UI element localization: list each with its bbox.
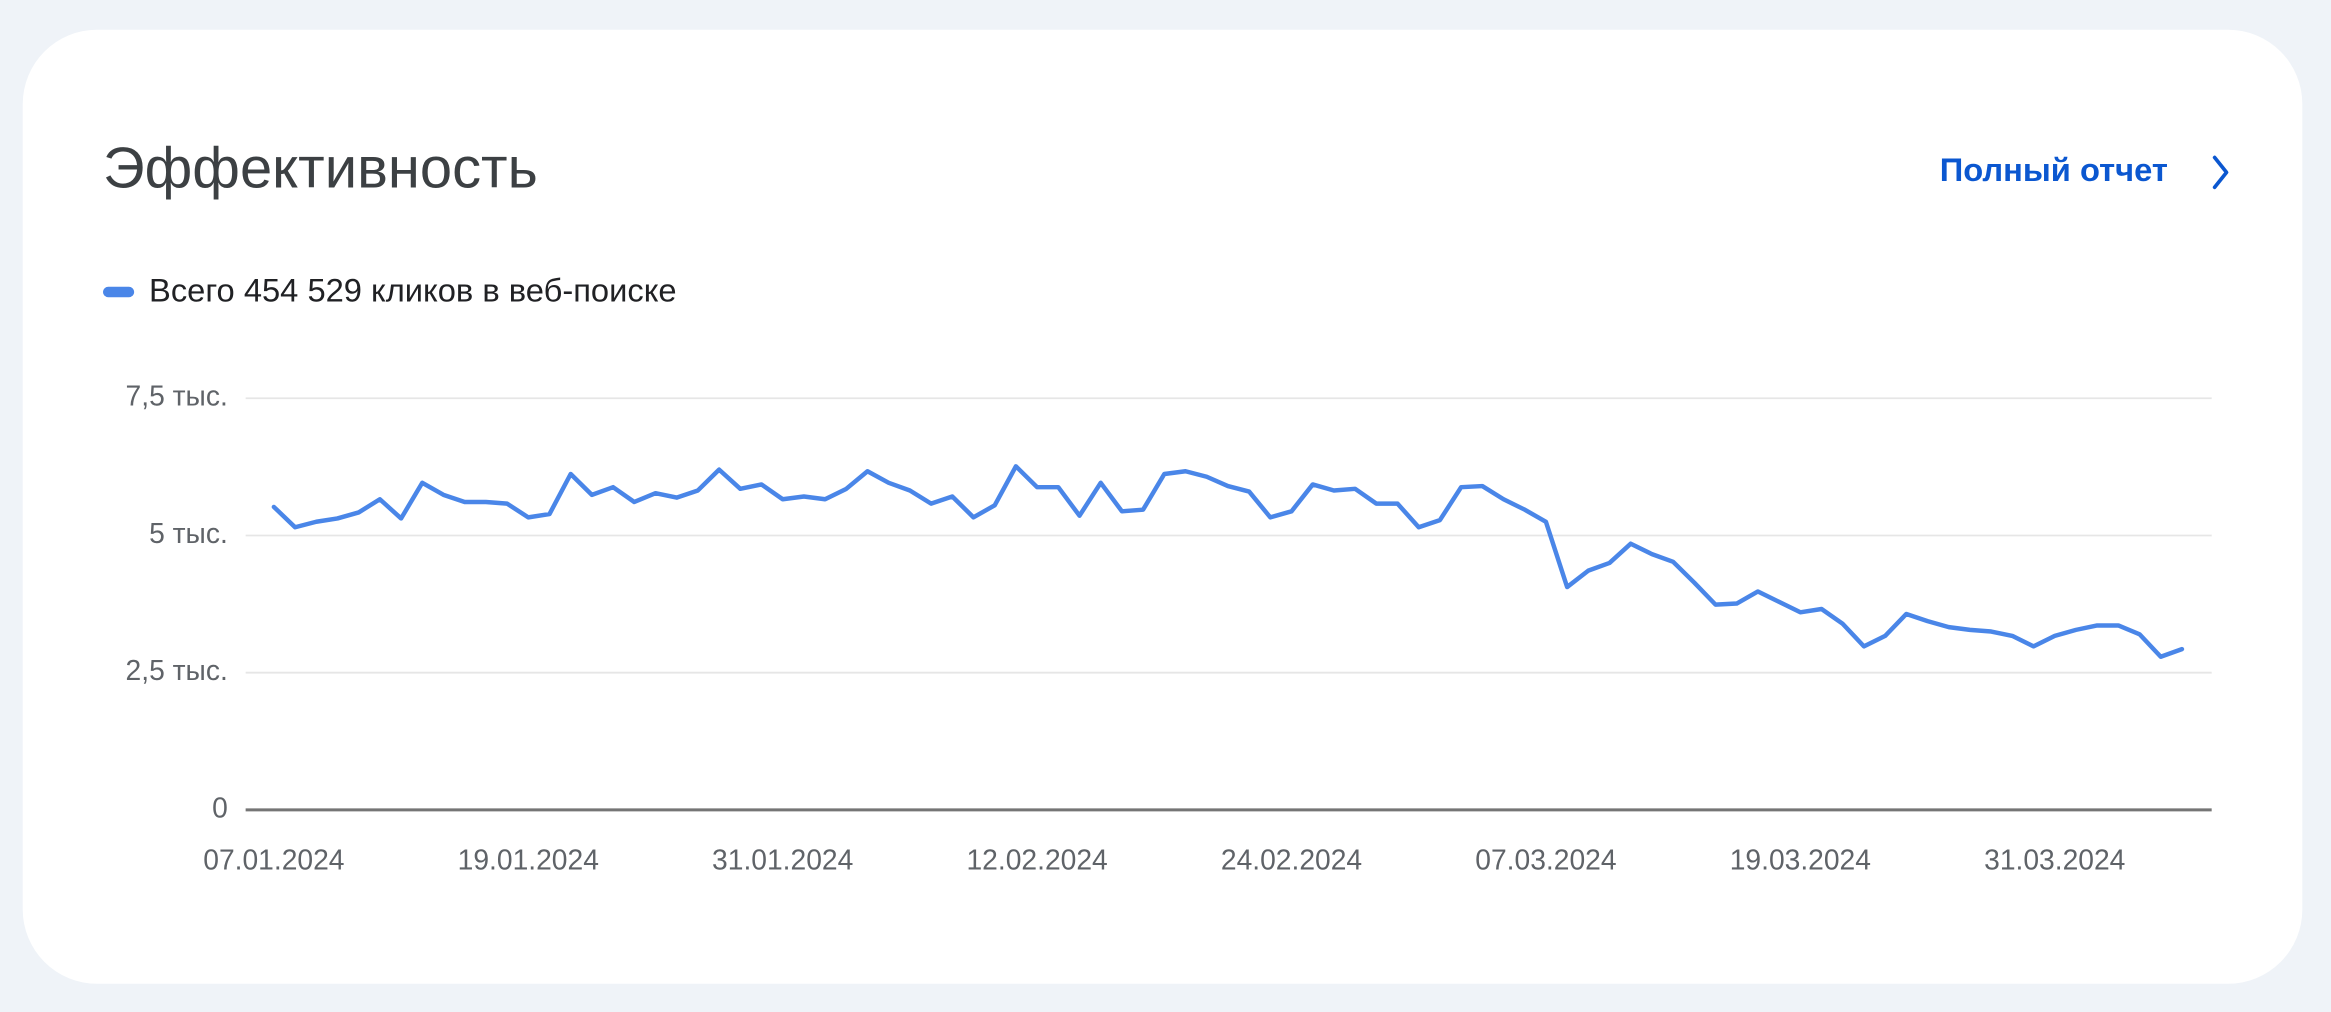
y-tick-label: 5 тыс. (149, 517, 228, 549)
x-tick-label: 24.02.2024 (1221, 843, 1362, 875)
x-tick-label: 31.01.2024 (712, 843, 853, 875)
legend-swatch (102, 286, 135, 298)
x-tick-label: 07.03.2024 (1475, 843, 1616, 875)
full-report-link[interactable]: Полный отчет (1940, 151, 2229, 190)
x-tick-label: 19.01.2024 (458, 843, 599, 875)
y-tick-label: 0 (212, 791, 228, 823)
y-tick-label: 2,5 тыс. (126, 654, 228, 686)
x-tick-label: 12.02.2024 (966, 843, 1107, 875)
x-tick-label: 19.03.2024 (1730, 843, 1871, 875)
legend-label: Всего 454 529 кликов в веб-поиске (149, 271, 677, 308)
link-text[interactable]: Полный отчет (1940, 151, 2168, 188)
chevron-icon[interactable] (2212, 155, 2229, 190)
card (22, 29, 2303, 984)
x-tick-label: 07.01.2024 (203, 843, 344, 875)
card-title: Эффективность (103, 137, 538, 201)
x-tick-label: 31.03.2024 (1984, 843, 2125, 875)
line-series (271, 464, 2185, 660)
y-tick-label: 7,5 тыс. (126, 380, 228, 412)
